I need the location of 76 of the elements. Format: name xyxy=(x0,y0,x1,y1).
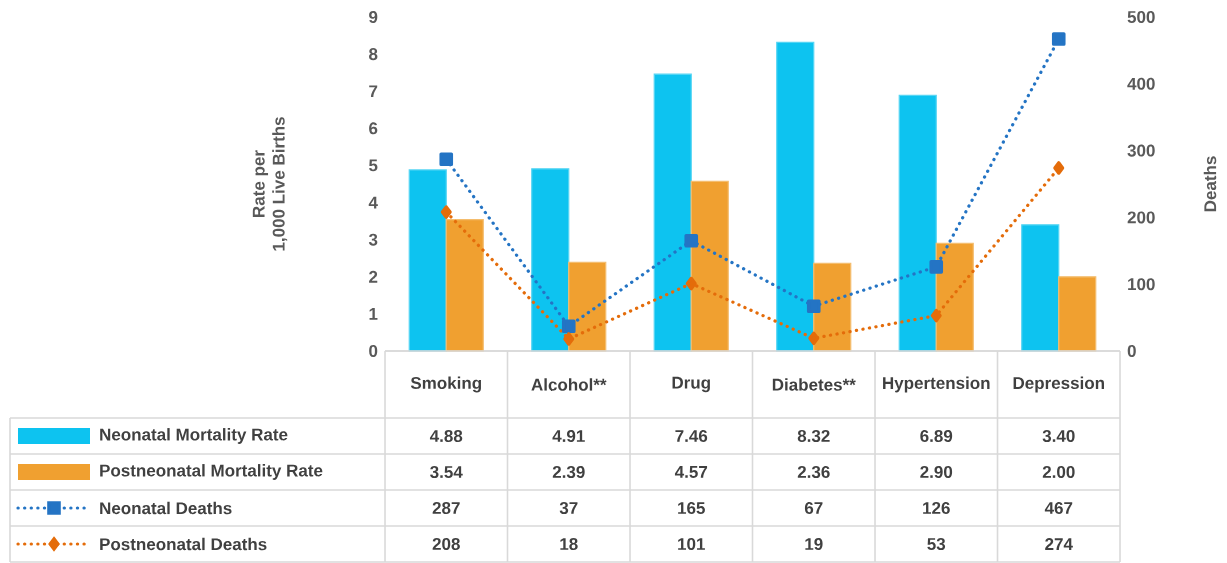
data-label: 4.57 xyxy=(674,466,708,478)
data-label: 2.36 xyxy=(797,465,830,479)
legend-label: Postneonatal Mortality Rate xyxy=(100,464,323,480)
y-tick-label: 9 xyxy=(369,11,378,24)
data-label: 4.88 xyxy=(429,430,463,443)
data-label: 274 xyxy=(1045,538,1073,550)
x-tick-label: Hypertension xyxy=(883,376,990,393)
bar xyxy=(408,169,447,352)
y2-tick-label: 500 xyxy=(1127,10,1155,24)
data-label: 101 xyxy=(678,538,705,551)
data-label: 18 xyxy=(560,538,578,551)
point xyxy=(685,276,697,291)
point xyxy=(439,152,454,167)
y2-tick-label: 0 xyxy=(1127,344,1136,358)
y-tick-label: 8 xyxy=(369,48,378,61)
point xyxy=(929,260,944,274)
y2-tick-label: 200 xyxy=(1127,211,1155,224)
bar xyxy=(1021,224,1060,352)
y-tick-label: 3 xyxy=(368,233,378,246)
y-tick-label: 2 xyxy=(369,270,378,283)
bar xyxy=(1058,276,1097,352)
bar xyxy=(690,180,729,352)
data-label: 3.54 xyxy=(430,465,463,479)
legend-label: Neonatal Mortality Rate xyxy=(100,428,288,444)
data-label: 2.90 xyxy=(920,466,953,479)
data-label: 53 xyxy=(927,537,946,551)
data-label: 67 xyxy=(804,502,823,515)
y2-tick-label: 100 xyxy=(1128,278,1155,291)
point xyxy=(806,299,821,314)
y2-axis-title: Deaths xyxy=(1203,156,1217,212)
y-tick-label: 1 xyxy=(369,308,378,320)
legend-label: Postneonatal Deaths xyxy=(100,537,267,551)
data-label: 8.32 xyxy=(797,429,830,443)
bar xyxy=(813,262,852,352)
y-tick-label: 0 xyxy=(369,344,378,358)
legend-label: Neonatal Deaths xyxy=(100,501,232,515)
bar xyxy=(531,168,570,352)
y2-tick-label: 400 xyxy=(1127,77,1155,90)
bar xyxy=(568,261,607,352)
data-label: 165 xyxy=(678,502,705,515)
point xyxy=(1051,32,1066,46)
data-label: 3.40 xyxy=(1042,429,1075,443)
x-tick-label: Diabetes** xyxy=(772,378,856,391)
data-label: 4.91 xyxy=(552,430,585,443)
bar xyxy=(935,242,974,352)
bar xyxy=(445,219,484,352)
x-tick-label: Drug xyxy=(672,376,710,393)
point xyxy=(930,308,942,323)
data-label: 2.00 xyxy=(1042,466,1075,479)
data-label: 7.46 xyxy=(675,430,708,443)
y-tick-label: 4 xyxy=(368,196,378,209)
point xyxy=(684,233,699,248)
data-label: 208 xyxy=(432,538,460,551)
y-tick-label: 5 xyxy=(369,159,378,172)
data-label: 6.89 xyxy=(920,430,953,443)
bar xyxy=(776,41,815,352)
y-tick-label: 7 xyxy=(369,85,378,98)
y-axis-title: Rate per 1,000 Live Births xyxy=(252,117,288,251)
data-label: 37 xyxy=(559,501,578,515)
bar xyxy=(898,94,937,352)
data-label: 467 xyxy=(1044,502,1073,515)
point xyxy=(808,331,820,346)
x-tick-label: Alcohol** xyxy=(531,378,607,391)
data-label: 19 xyxy=(805,538,823,551)
point xyxy=(563,332,575,346)
data-label: 126 xyxy=(923,502,950,515)
point xyxy=(561,319,576,334)
x-tick-label: Depression xyxy=(1013,376,1104,393)
x-tick-label: Smoking xyxy=(410,376,482,393)
y-tick-label: 6 xyxy=(369,122,378,135)
y2-tick-label: 300 xyxy=(1127,144,1155,157)
point xyxy=(1053,161,1065,175)
point xyxy=(440,205,452,219)
data-label: 287 xyxy=(432,502,460,515)
bar xyxy=(653,73,692,352)
data-label: 2.39 xyxy=(552,465,585,479)
